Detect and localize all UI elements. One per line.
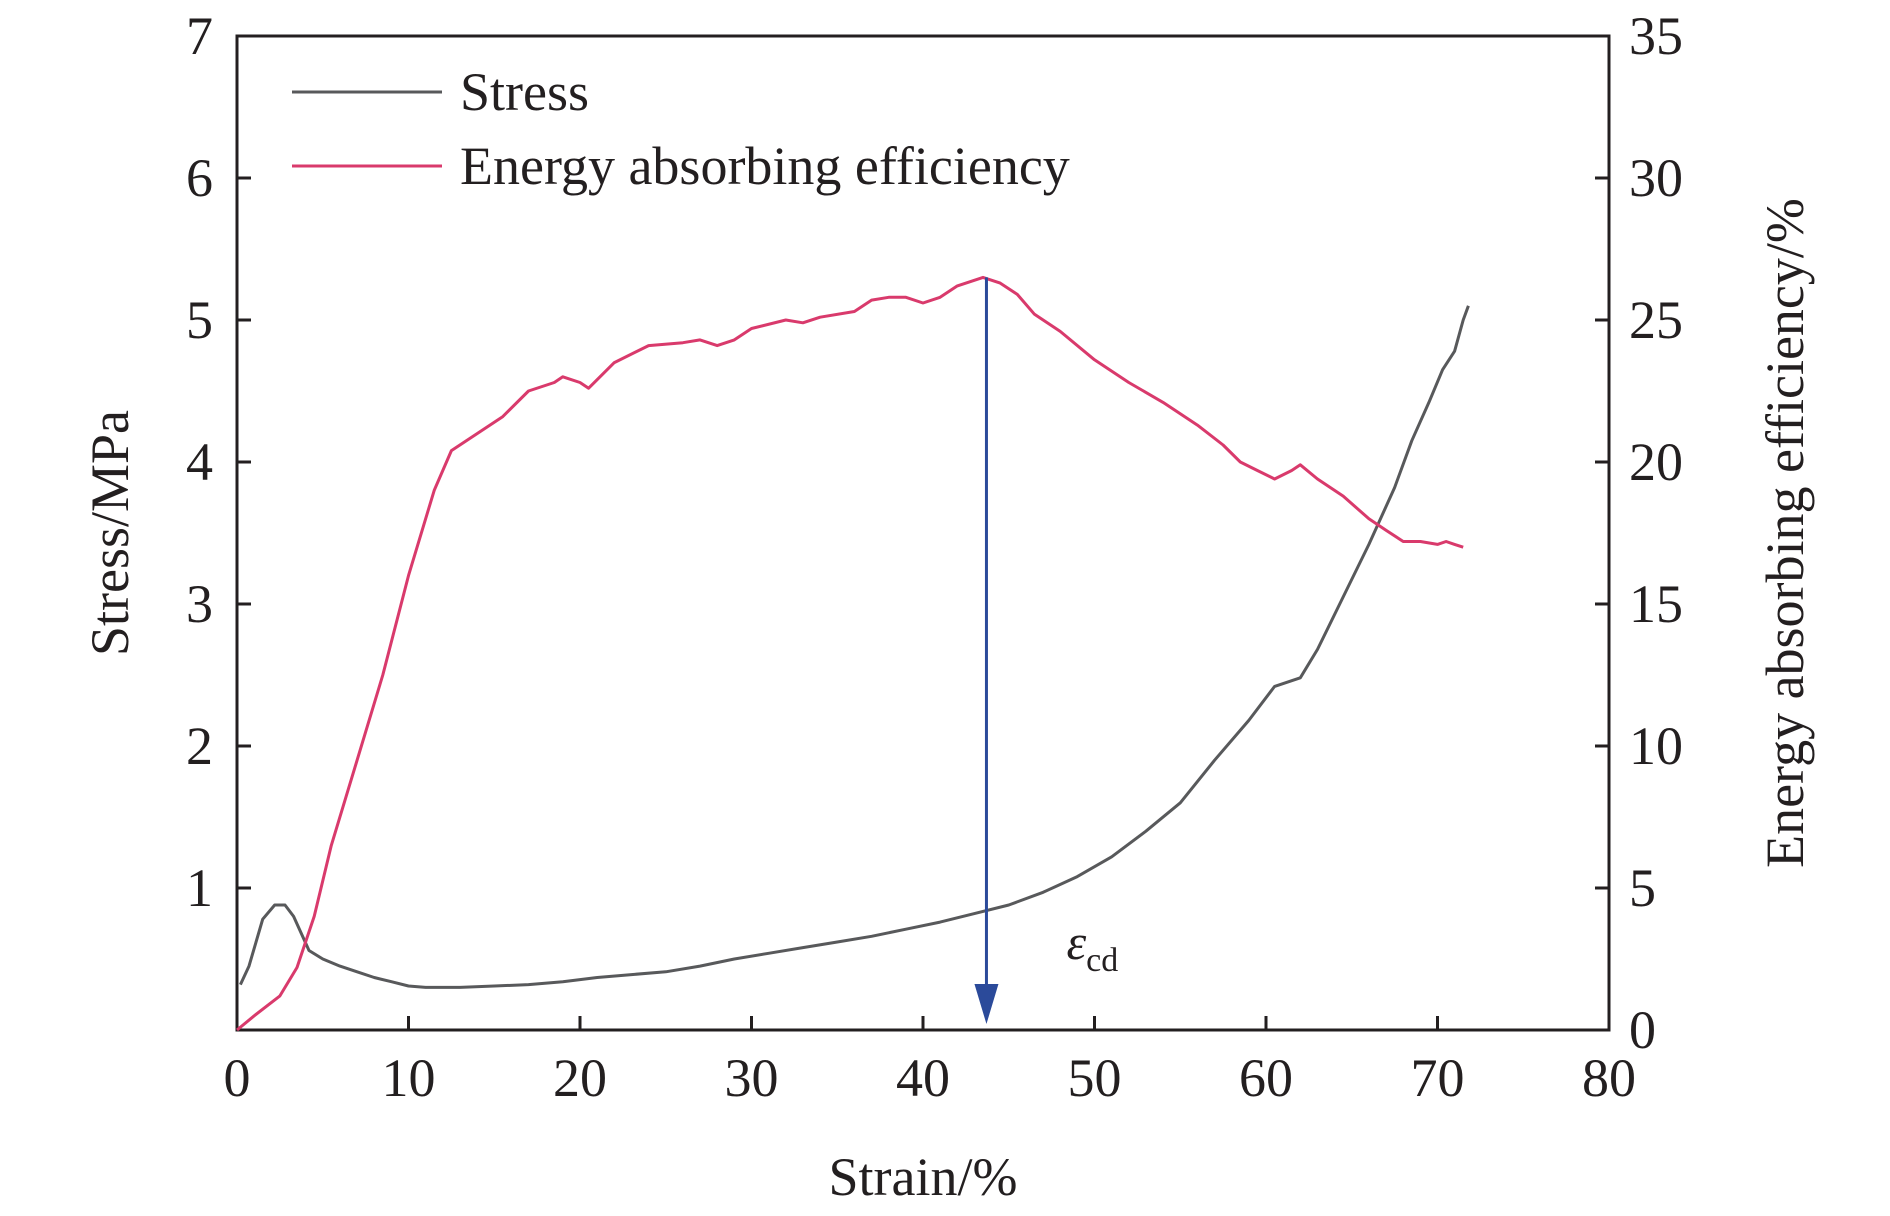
right-y-axis-title: Energy absorbing efficiency/% [1755,198,1815,868]
x-axis-title: Strain/% [829,1147,1018,1207]
annotation-arrow [974,277,999,1024]
annotation-arrow-head [974,984,999,1024]
right-y-tick-label: 10 [1629,716,1683,776]
right-y-tick-label: 20 [1629,432,1683,492]
legend-label-energy-absorbing-efficiency: Energy absorbing efficiency [460,136,1070,196]
right-y-tick-label: 0 [1629,1000,1656,1060]
left-y-tick-label: 3 [186,574,213,634]
x-tick-label: 10 [382,1048,436,1108]
right-y-tick-label: 25 [1629,290,1683,350]
right-y-tick-label: 35 [1629,6,1683,66]
left-y-tick-label: 1 [186,858,213,918]
left-y-tick-label: 2 [186,716,213,776]
x-tick-label: 0 [224,1048,251,1108]
legend-label-stress: Stress [460,62,589,122]
x-tick-label: 40 [896,1048,950,1108]
annotation-symbol: ε [1066,914,1086,970]
x-tick-label: 50 [1068,1048,1122,1108]
left-y-tick-label: 6 [186,148,213,208]
x-tick-label: 20 [553,1048,607,1108]
series-line-energy-absorbing-efficiency [236,275,1464,1032]
x-tick-label: 70 [1411,1048,1465,1108]
right-y-tick-label: 15 [1629,574,1683,634]
right-y-axis-ticks: 0 5 10 15 20 25 30 35 [1595,6,1683,1060]
x-tick-label: 80 [1582,1048,1636,1108]
right-y-tick-label: 5 [1629,858,1656,918]
annotation-subscript: cd [1086,942,1118,979]
x-axis-ticks: 0 10 20 30 40 50 60 70 80 [224,1016,1636,1108]
left-y-tick-label: 4 [186,432,213,492]
right-y-tick-label: 30 [1629,148,1683,208]
annotation-epsilon-cd: εcd [1066,914,1118,979]
x-tick-label: 30 [725,1048,779,1108]
x-tick-label: 60 [1239,1048,1293,1108]
left-y-tick-label: 7 [186,6,213,66]
left-y-tick-label: 5 [186,290,213,350]
series-line-stress [239,305,1470,989]
legend: Stress Energy absorbing efficiency [292,62,1070,196]
left-y-axis-title: Stress/MPa [80,410,140,656]
left-y-axis-ticks: 1 2 3 4 5 6 7 [186,6,251,918]
